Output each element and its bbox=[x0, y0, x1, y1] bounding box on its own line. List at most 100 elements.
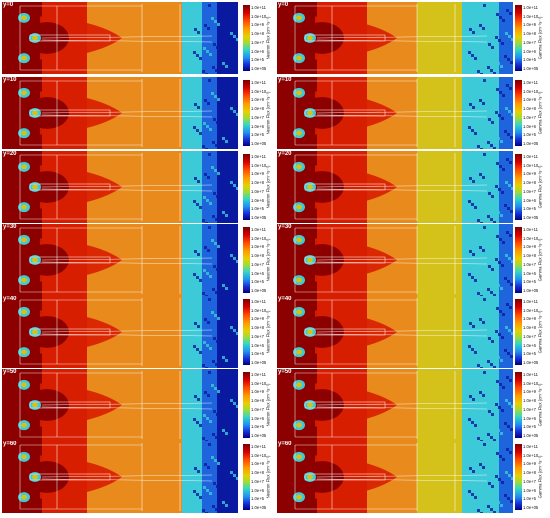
colorbar-tick-label: 1.0e+10 bbox=[523, 88, 539, 94]
neutron-flux-heatmap bbox=[2, 77, 238, 149]
neutron-flux-map-panel: y=50 bbox=[2, 369, 238, 441]
gamma-flux-map-panel: y=10 bbox=[277, 77, 513, 149]
colorbar-gradient bbox=[515, 227, 522, 293]
neutron-flux-map-panel: y=10 bbox=[2, 77, 238, 149]
gamma-flux-map-panel: y=60 bbox=[277, 441, 513, 513]
colorbar-tick-label: 1.0e+8 bbox=[251, 470, 264, 476]
colorbar-tick-label: 1.0e+05 bbox=[251, 141, 267, 146]
neutron-flux-map-panel: y=20 bbox=[2, 151, 238, 223]
colorbar-tick-label: 1.0e+05 bbox=[523, 66, 539, 71]
gamma-flux-heatmap bbox=[277, 77, 513, 149]
colorbar-gradient bbox=[243, 227, 250, 293]
colorbar-tick-label: 1.0e+6 bbox=[523, 415, 536, 421]
neutron-flux-heatmap bbox=[2, 296, 238, 368]
colorbar-title: Neutron Flux (cm⁻²s⁻¹) bbox=[265, 16, 271, 60]
colorbar-tick-label: 1.0e+6 bbox=[251, 342, 264, 348]
colorbar-tick-label: 1.0e+05 bbox=[251, 288, 267, 293]
colorbar-tick-label: 1.0e+6 bbox=[251, 48, 264, 54]
colorbar-title: Neutron Flux (cm⁻²s⁻¹) bbox=[265, 455, 271, 499]
gamma-colorbar: 1.0e+11 1.0e+10 1.0e+9 1.0e+8 1.0e+7 1.0e+6 1.… bbox=[515, 299, 547, 365]
colorbar-title: Neutron Flux (cm⁻²s⁻¹) bbox=[265, 165, 271, 209]
panel-y-label: y=40 bbox=[278, 296, 292, 302]
panel-y-label: y=0 bbox=[3, 2, 14, 8]
colorbar-tick-label: 1.0e+05 bbox=[251, 433, 267, 438]
colorbar-title: Gamma Flux (cm⁻²s⁻¹) bbox=[537, 310, 543, 354]
colorbar-tick-label: 1.0e+10 bbox=[523, 380, 539, 386]
neutron-flux-map-panel: y=60 bbox=[2, 441, 238, 513]
colorbar-tick-label: 1.0e+10 bbox=[251, 307, 267, 313]
colorbar-tick-label: 1.0e+5 bbox=[251, 206, 264, 212]
gamma-colorbar: 1.0e+11 1.0e+10 1.0e+9 1.0e+8 1.0e+7 1.0e+6 1.… bbox=[515, 5, 547, 71]
colorbar-tick-label: 1.0e+7 bbox=[523, 39, 536, 45]
colorbar-tick-label: 1.0e+8 bbox=[251, 398, 264, 404]
colorbar-tick-label: 1.0e+7 bbox=[251, 478, 264, 484]
colorbar-tick-label: 1.0e+10 bbox=[523, 235, 539, 241]
colorbar-tick-label: 1.0e+7 bbox=[251, 39, 264, 45]
colorbar-tick-label: 1.0e+9 bbox=[523, 316, 536, 322]
panel-y-label: y=0 bbox=[278, 2, 289, 8]
gamma-flux-map-panel: y=20 bbox=[277, 151, 513, 223]
colorbar-tick-label: 1.0e+9 bbox=[251, 389, 264, 395]
panel-y-label: y=50 bbox=[3, 369, 17, 375]
colorbar-tick-label: 1.0e+10 bbox=[251, 235, 267, 241]
panel-y-label: y=30 bbox=[278, 224, 292, 230]
panel-y-label: y=60 bbox=[278, 441, 292, 447]
colorbar-tick-label: 1.0e+5 bbox=[523, 57, 536, 63]
colorbar-tick-label: 1.0e+8 bbox=[523, 106, 536, 112]
colorbar-tick-label: 1.0e+9 bbox=[523, 461, 536, 467]
colorbar-gradient bbox=[515, 372, 522, 438]
colorbar-tick-label: 1.0e+5 bbox=[523, 206, 536, 212]
neutron-flux-heatmap bbox=[2, 224, 238, 296]
gamma-flux-map-panel: y=30 bbox=[277, 224, 513, 296]
colorbar-tick-label: 1.0e+8 bbox=[523, 325, 536, 331]
colorbar-gradient bbox=[243, 444, 250, 510]
colorbar-tick-label: 1.0e+05 bbox=[523, 141, 539, 146]
gamma-flux-heatmap bbox=[277, 151, 513, 223]
gamma-flux-heatmap bbox=[277, 369, 513, 441]
colorbar-tick-label: 1.0e+10 bbox=[523, 307, 539, 313]
colorbar-tick-label: 1.0e+7 bbox=[523, 114, 536, 120]
colorbar-tick-label: 1.0e+9 bbox=[251, 171, 264, 177]
colorbar-tick-label: 1.0e+5 bbox=[251, 279, 264, 285]
colorbar-tick-label: 1.0e+6 bbox=[251, 123, 264, 129]
colorbar-title: Gamma Flux (cm⁻²s⁻¹) bbox=[537, 91, 543, 135]
colorbar-tick-label: 1.0e+8 bbox=[251, 31, 264, 37]
colorbar-tick-label: 1.0e+5 bbox=[523, 132, 536, 138]
gamma-colorbar: 1.0e+11 1.0e+10 1.0e+9 1.0e+8 1.0e+7 1.0e+6 1.… bbox=[515, 80, 547, 146]
colorbar-tick-label: 1.0e+05 bbox=[523, 433, 539, 438]
colorbar-tick-label: 1.0e+5 bbox=[251, 132, 264, 138]
neutron-flux-heatmap bbox=[2, 2, 238, 74]
colorbar-tick-label: 1.0e+6 bbox=[251, 197, 264, 203]
colorbar-tick-label: 1.0e+5 bbox=[523, 279, 536, 285]
gamma-colorbar: 1.0e+11 1.0e+10 1.0e+9 1.0e+8 1.0e+7 1.0e+6 1.… bbox=[515, 372, 547, 438]
colorbar-tick-label: 1.0e+7 bbox=[523, 261, 536, 267]
colorbar-tick-label: 1.0e+11 bbox=[251, 372, 266, 377]
colorbar-tick-label: 1.0e+11 bbox=[523, 444, 538, 449]
colorbar-tick-label: 1.0e+11 bbox=[251, 299, 266, 304]
colorbar-gradient bbox=[515, 444, 522, 510]
colorbar-title: Neutron Flux (cm⁻²s⁻¹) bbox=[265, 91, 271, 135]
colorbar-gradient bbox=[515, 80, 522, 146]
colorbar-tick-label: 1.0e+8 bbox=[251, 180, 264, 186]
gamma-flux-heatmap bbox=[277, 2, 513, 74]
neutron-flux-map-panel: y=0 bbox=[2, 2, 238, 74]
colorbar-tick-label: 1.0e+7 bbox=[251, 188, 264, 194]
colorbar-tick-label: 1.0e+9 bbox=[523, 244, 536, 250]
colorbar-tick-label: 1.0e+6 bbox=[523, 197, 536, 203]
panel-y-label: y=10 bbox=[278, 77, 292, 83]
gamma-flux-heatmap bbox=[277, 441, 513, 513]
colorbar-tick-label: 1.0e+7 bbox=[523, 478, 536, 484]
panel-y-label: y=50 bbox=[278, 369, 292, 375]
colorbar-tick-label: 1.0e+10 bbox=[251, 13, 267, 19]
colorbar-tick-label: 1.0e+5 bbox=[523, 424, 536, 430]
colorbar-tick-label: 1.0e+05 bbox=[523, 215, 539, 220]
colorbar-tick-label: 1.0e+11 bbox=[523, 5, 538, 10]
gamma-flux-heatmap bbox=[277, 224, 513, 296]
gamma-flux-heatmap bbox=[277, 296, 513, 368]
colorbar-tick-label: 1.0e+6 bbox=[523, 48, 536, 54]
neutron-flux-map-panel: y=40 bbox=[2, 296, 238, 368]
colorbar-gradient bbox=[515, 5, 522, 71]
colorbar-tick-label: 1.0e+11 bbox=[523, 80, 538, 85]
colorbar-tick-label: 1.0e+8 bbox=[251, 325, 264, 331]
colorbar-tick-label: 1.0e+5 bbox=[523, 351, 536, 357]
